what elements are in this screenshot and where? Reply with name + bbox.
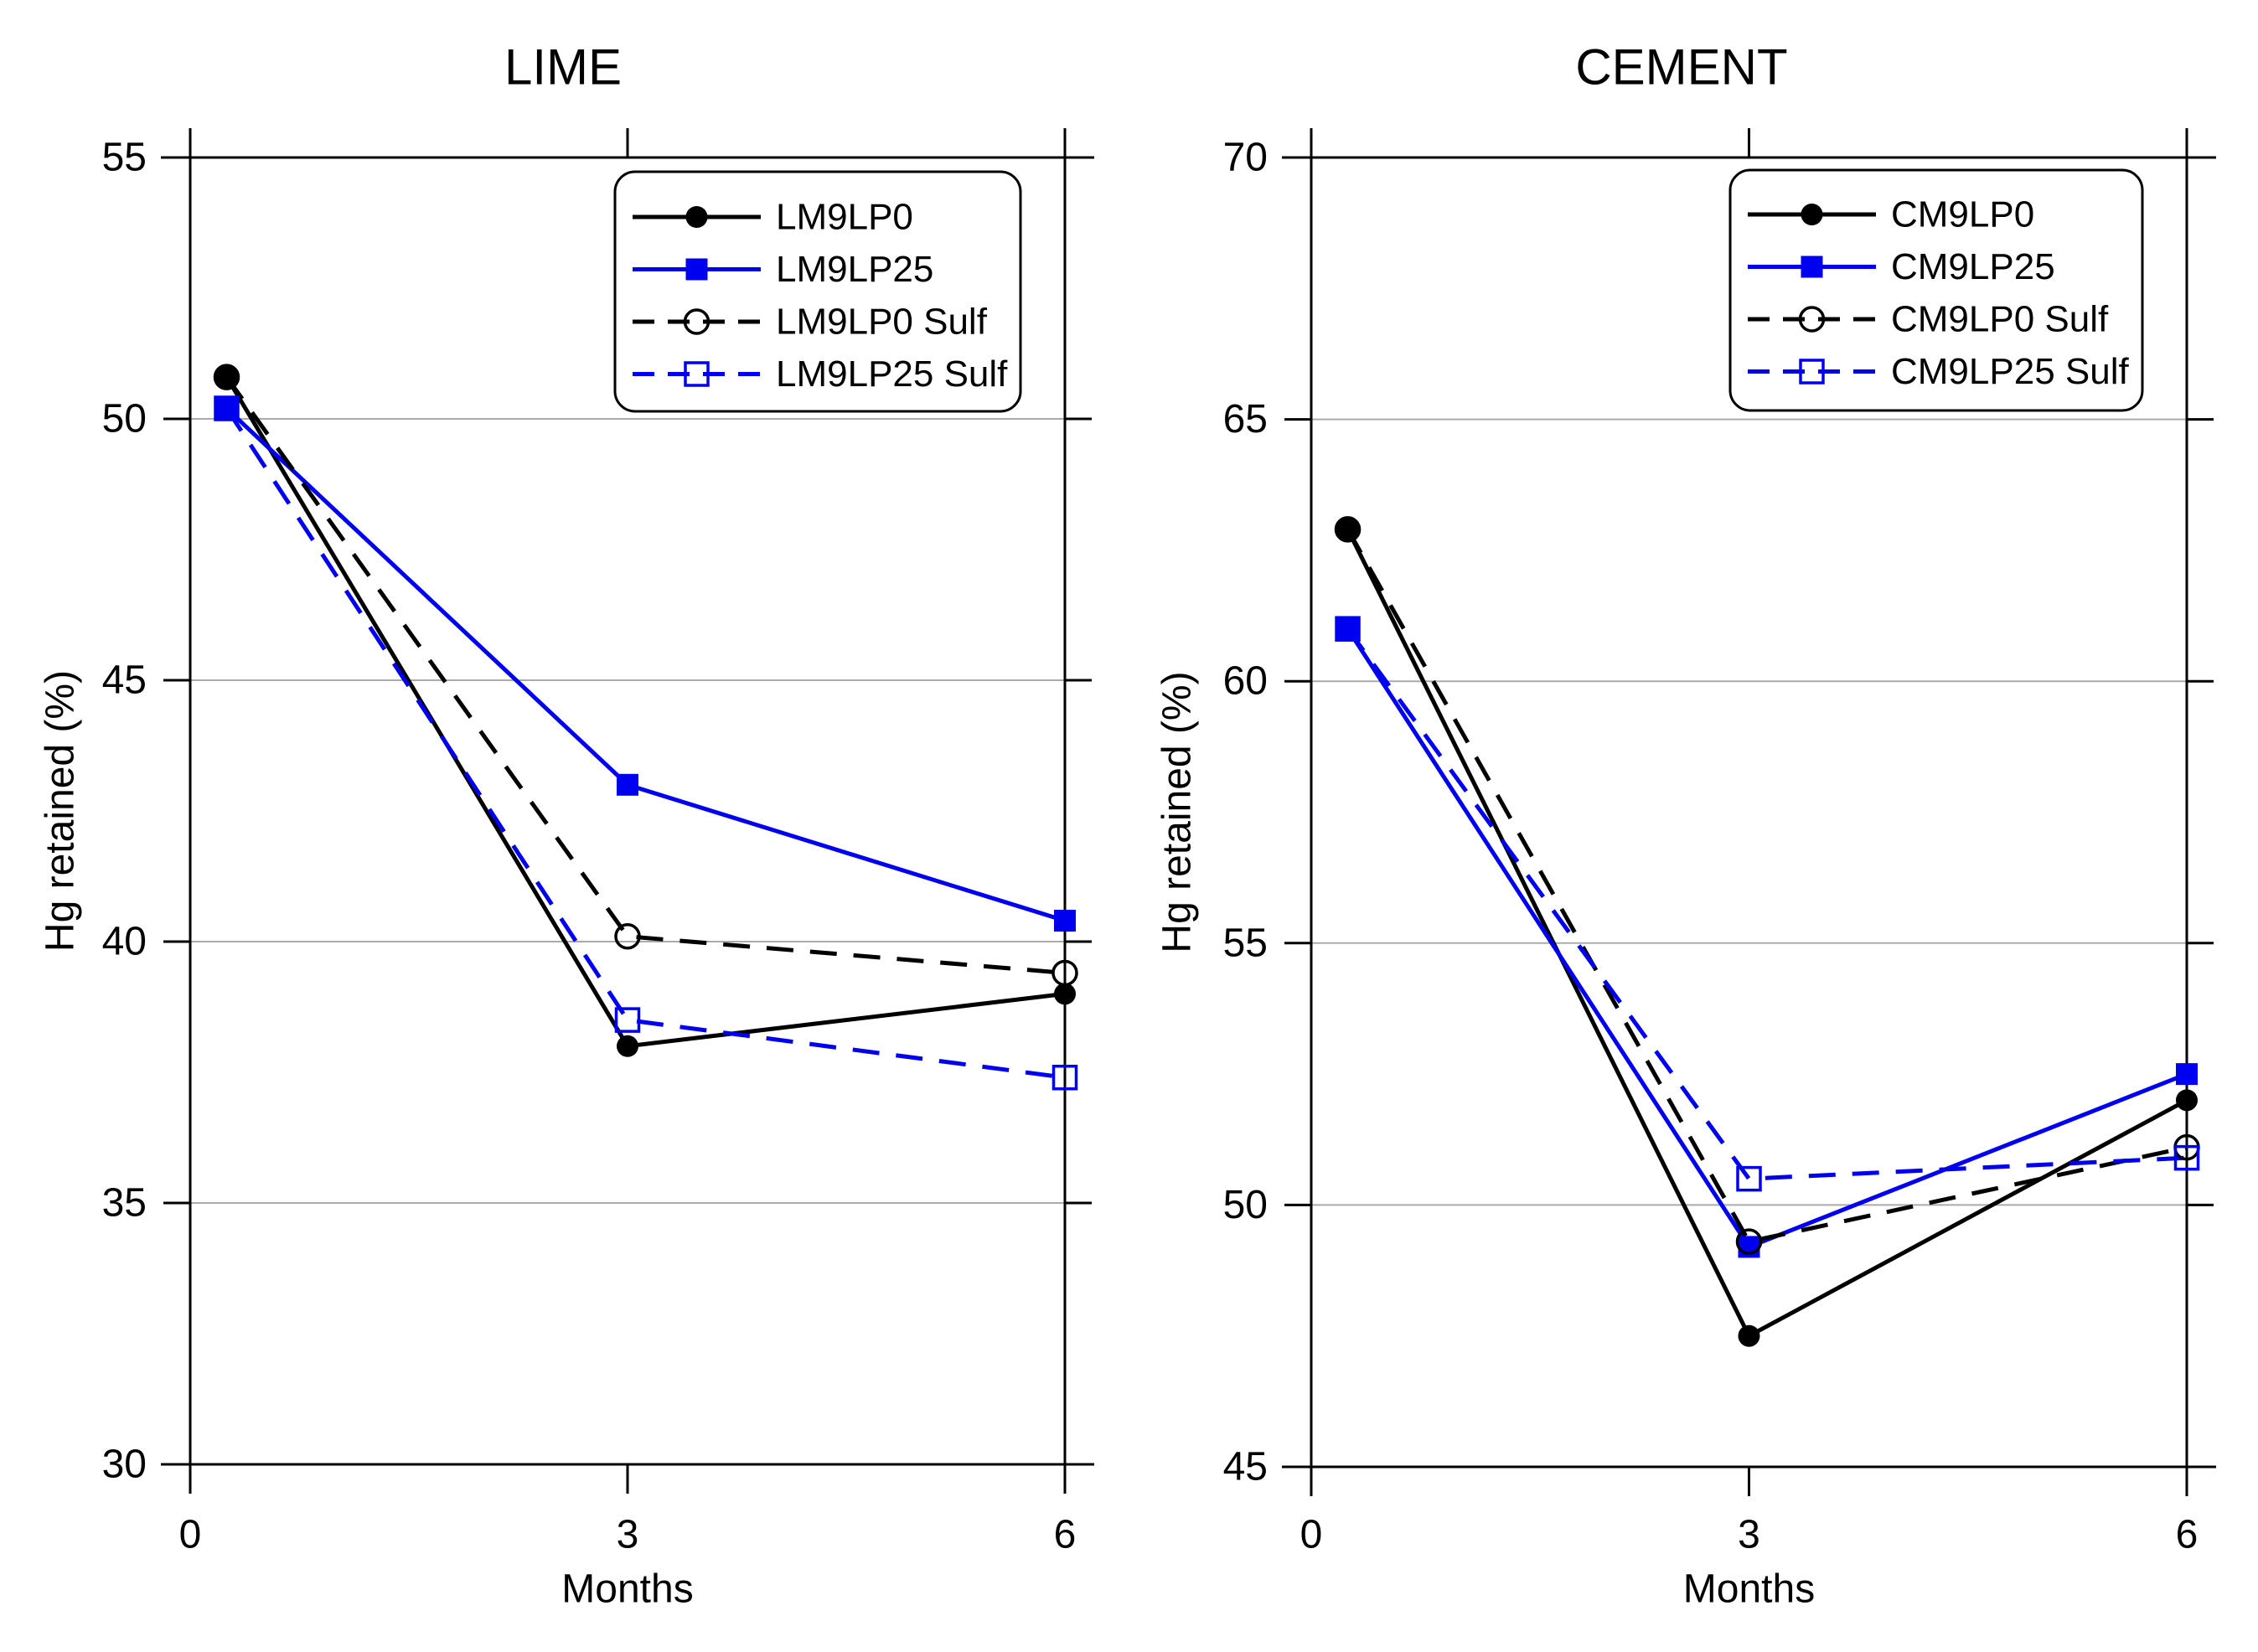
chart-title: LIME (504, 39, 622, 96)
x-tick-label-3: 3 (1738, 1513, 1760, 1557)
legend-label: CM9LP0 (1891, 194, 2034, 235)
y-tick-label-30: 30 (102, 1443, 147, 1487)
x-tick-label-0: 0 (179, 1513, 202, 1557)
marker-circle-filled-cm9lp0 (1336, 518, 1359, 540)
legend-marker-circle-filled (1801, 204, 1823, 225)
y-tick-label-60: 60 (1223, 659, 1268, 704)
marker-circle-open-lm9lp0-sulf (614, 923, 641, 950)
y-tick-label-40: 40 (102, 920, 147, 964)
chart-title: CEMENT (1575, 39, 1787, 96)
legend-marker-circle-open (683, 308, 710, 335)
panel-cement: 45 50 55 60 65 70 0 3 6 CEMENT Months Hg retained (… (1155, 39, 2216, 1612)
legend-item-cm9lp25: CM9LP25 (1748, 246, 2055, 287)
x-axis-label: Months (561, 1567, 693, 1612)
series-line-lm9lp25-sulf (225, 407, 1066, 1080)
y-tick-label-55: 55 (102, 136, 147, 180)
series-line-lm9lp25 (225, 406, 1066, 923)
y-tick-label-50: 50 (102, 397, 147, 441)
marker-square-filled-lm9lp25 (617, 773, 638, 796)
legend-label: LM9LP25 (776, 249, 933, 290)
legend: LM9LP0 LM9LP25 LM9LP0 Sulf LM9LP25 Sulf (613, 170, 1022, 413)
legend-marker-square-open (684, 361, 710, 387)
panel-lime: 30 35 40 45 50 55 0 3 6 LIME Months Hg retained (%)… (39, 39, 1094, 1612)
marker-square-filled-lm9lp25 (1054, 910, 1076, 932)
legend-item-lm9lp0-sulf: LM9LP0 Sulf (633, 302, 988, 343)
marker-circle-filled-lm9lp0 (1054, 983, 1076, 1005)
marker-square-open-lm9lp25-sulf (214, 395, 240, 421)
y-tick-label-50: 50 (1223, 1183, 1268, 1227)
legend-item-lm9lp25: LM9LP25 (633, 249, 933, 290)
series-line-cm9lp0-sulf (1346, 528, 2188, 1244)
series-line-cm9lp0 (1346, 528, 2188, 1340)
x-tick-label-3: 3 (617, 1513, 639, 1557)
legend-label: CM9LP0 Sulf (1891, 299, 2109, 340)
marker-circle-filled-cm9lp0 (2176, 1089, 2198, 1112)
y-tick-label-70: 70 (1223, 136, 1268, 180)
legend-item-cm9lp25-sulf: CM9LP25 Sulf (1748, 351, 2129, 392)
y-axis-label: Hg retained (%) (39, 670, 83, 952)
legend-marker-circle-filled (685, 206, 708, 228)
y-tick-label-65: 65 (1223, 397, 1268, 441)
legend-box (1728, 168, 2144, 412)
legend: CM9LP0 CM9LP25 CM9LP0 Sulf CM9LP25 Sulf (1728, 168, 2144, 412)
legend-label: LM9LP0 (776, 197, 913, 238)
marker-square-open-lm9lp25-sulf (1051, 1064, 1078, 1091)
marker-square-filled-cm9lp25 (1336, 617, 1359, 640)
marker-circle-filled-lm9lp0 (215, 366, 238, 389)
marker-circle-open-cm9lp0-sulf (1735, 1228, 1763, 1255)
marker-circle-filled-cm9lp0 (1738, 1324, 1760, 1347)
marker-circle-open-lm9lp0-sulf (1051, 959, 1078, 987)
x-tick-label-6: 6 (2176, 1513, 2199, 1557)
y-tick-label-45: 45 (1223, 1445, 1268, 1489)
series-line-cm9lp25 (1346, 627, 2188, 1250)
marker-circle-open-lm9lp0-sulf (213, 364, 240, 390)
marker-square-open-lm9lp25-sulf (614, 1007, 641, 1033)
x-axis-label: Months (1683, 1567, 1815, 1612)
y-tick-label-45: 45 (102, 658, 147, 703)
legend-marker-square-filled (1801, 256, 1823, 278)
legend-label: CM9LP25 (1891, 246, 2055, 287)
y-tick-label-35: 35 (102, 1181, 147, 1226)
legend-label: LM9LP0 Sulf (776, 302, 988, 343)
marker-square-open-cm9lp25-sulf (1335, 616, 1361, 642)
y-axis-label: Hg retained (%) (1155, 671, 1200, 952)
legend-item-lm9lp25-sulf: LM9LP25 Sulf (633, 354, 1008, 395)
legend-label: LM9LP25 Sulf (776, 354, 1008, 395)
legend-item-lm9lp0: LM9LP0 (633, 197, 913, 238)
legend-box (613, 170, 1022, 413)
marker-square-open-cm9lp25-sulf (1736, 1165, 1762, 1192)
marker-circle-open-cm9lp0-sulf (1334, 516, 1362, 543)
x-tick-label-6: 6 (1054, 1513, 1077, 1557)
legend-marker-square-filled (685, 258, 708, 281)
marker-circle-filled-lm9lp0 (617, 1035, 638, 1057)
series-line-cm9lp25-sulf (1346, 627, 2188, 1181)
marker-square-open-cm9lp25-sulf (2173, 1144, 2200, 1171)
marker-square-filled-lm9lp25 (215, 397, 238, 420)
marker-square-filled-cm9lp25 (2176, 1063, 2198, 1086)
legend-marker-circle-open (1798, 306, 1826, 333)
legend-item-cm9lp0: CM9LP0 (1748, 194, 2034, 235)
legend-marker-square-open (1799, 359, 1825, 385)
y-tick-label-55: 55 (1223, 921, 1268, 965)
legend-label: CM9LP25 Sulf (1891, 351, 2129, 392)
legend-item-cm9lp0-sulf: CM9LP0 Sulf (1748, 299, 2109, 340)
series-line-lm9lp0-sulf (225, 375, 1066, 975)
series-line-lm9lp0 (225, 375, 1066, 1049)
x-tick-label-0: 0 (1300, 1513, 1323, 1557)
